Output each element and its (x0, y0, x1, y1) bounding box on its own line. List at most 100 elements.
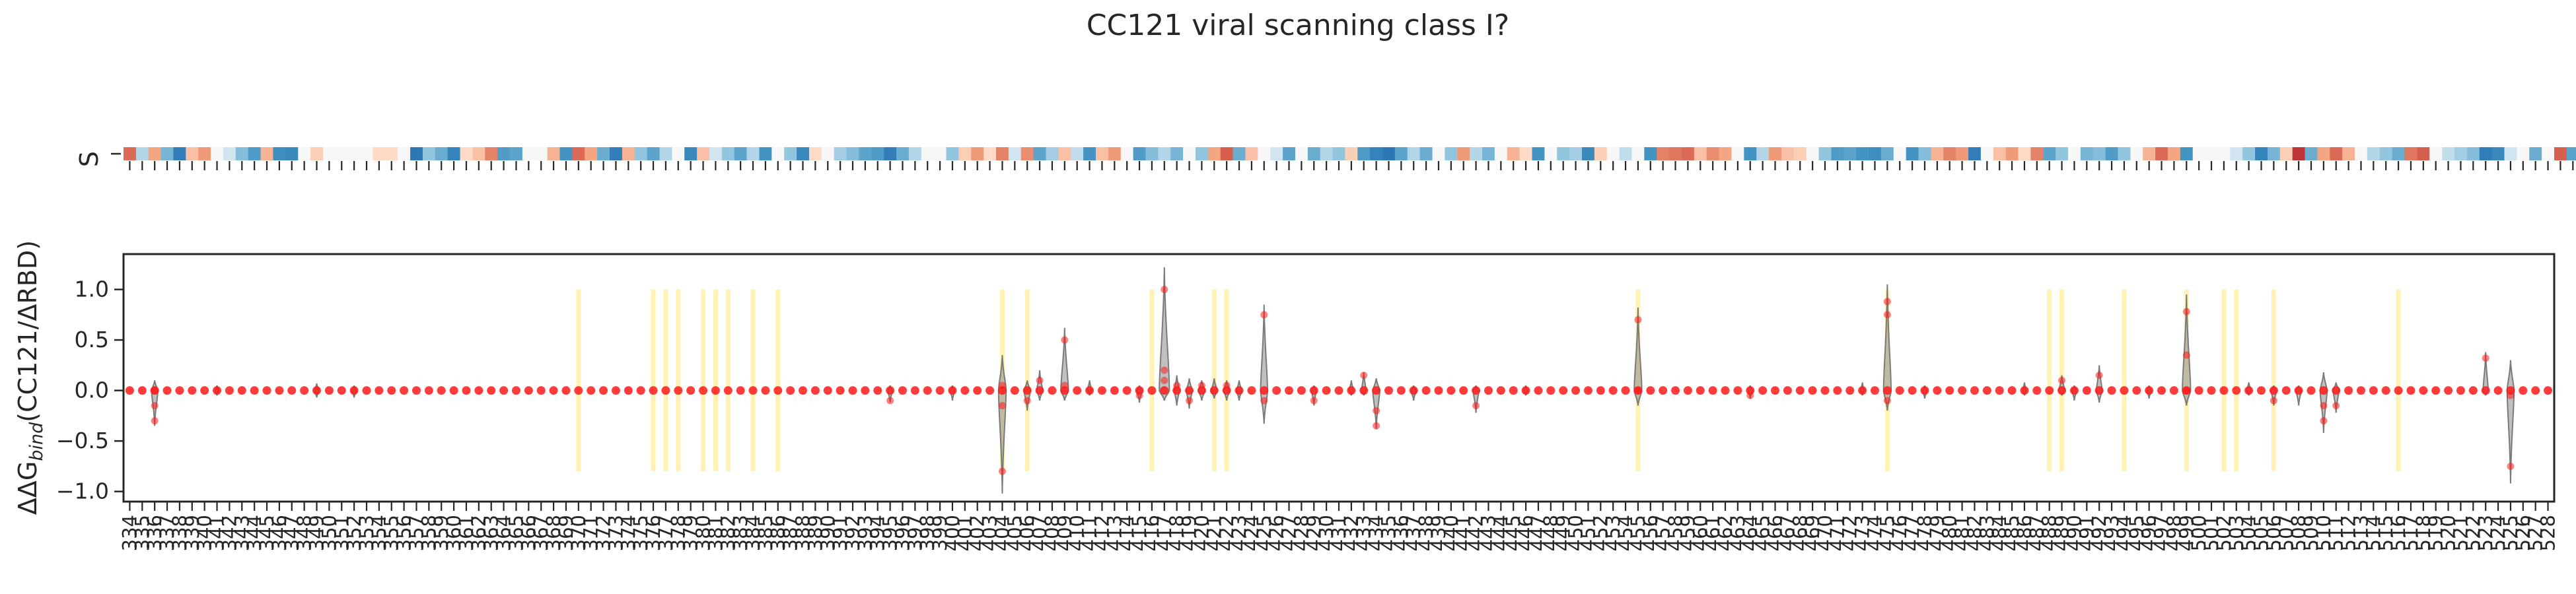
x-tick-label: 368 (542, 515, 565, 551)
data-point-zero (1097, 386, 1106, 395)
heatmap-cell (2143, 147, 2156, 160)
data-point (2320, 402, 2328, 410)
data-point-zero (1933, 386, 1942, 395)
x-tick-label: 341 (206, 515, 229, 551)
heatmap-cell (2429, 147, 2443, 160)
heatmap-cell (2068, 147, 2081, 160)
data-point-zero (424, 386, 433, 395)
x-tick-label: 472 (1839, 515, 1861, 551)
x-tick-label: 486 (2013, 515, 2036, 551)
heatmap-cell (2118, 147, 2131, 160)
x-tick-label: 508 (2287, 515, 2310, 551)
data-point (1161, 286, 1168, 294)
x-tick-label: 434 (1365, 515, 1388, 551)
heatmap-cell (223, 147, 236, 160)
data-point-zero (649, 386, 658, 395)
x-tick-label: 518 (2412, 515, 2435, 551)
data-point-zero (861, 386, 870, 395)
x-tick-label: 467 (1776, 515, 1799, 551)
data-point (1373, 407, 1380, 414)
data-point-zero (2107, 386, 2116, 395)
data-point (151, 402, 159, 410)
heatmap-cell (547, 147, 561, 160)
heatmap-cell (2093, 147, 2106, 160)
violin (1036, 370, 1044, 401)
x-tick-label: 357 (405, 515, 427, 551)
x-tick-label: 484 (1988, 515, 2011, 551)
heatmap-cell (2167, 147, 2181, 160)
data-point-zero (262, 386, 271, 395)
x-tick-label: 440 (1440, 515, 1462, 551)
data-point-zero (1347, 386, 1356, 395)
data-point-zero (810, 386, 820, 395)
heatmap-cell (2504, 147, 2517, 160)
data-point-zero (2481, 386, 2490, 395)
heatmap-cell (1394, 147, 1408, 160)
data-point-zero (1795, 386, 1805, 395)
x-tick-label: 521 (2449, 515, 2472, 551)
x-tick-label: 395 (879, 515, 902, 551)
heatmap-cell (2005, 147, 2019, 160)
x-tick-label: 343 (231, 515, 253, 551)
x-tick-label: 371 (580, 515, 602, 551)
x-tick-label: 457 (1652, 515, 1674, 551)
data-point-zero (611, 386, 620, 395)
data-point (1161, 366, 1168, 374)
data-point-zero (2132, 386, 2141, 395)
x-tick-label: 376 (642, 515, 664, 551)
data-point (1634, 315, 1642, 323)
x-tick-label: 494 (2113, 515, 2135, 551)
data-point-zero (2020, 386, 2029, 395)
x-tick-label: 359 (430, 515, 452, 551)
data-point (1883, 298, 1891, 306)
data-point-zero (711, 386, 720, 395)
highlight-bar (775, 289, 781, 472)
data-point-zero (2219, 386, 2229, 395)
x-tick-label: 451 (1577, 515, 1599, 551)
data-point (1472, 402, 1480, 410)
heatmap-cell (2355, 147, 2368, 160)
x-tick-label: 389 (804, 515, 826, 551)
highlight-bar (576, 289, 581, 472)
heatmap-cell (1432, 147, 1446, 160)
data-point (1036, 376, 1044, 384)
heatmap-cell (1295, 147, 1308, 160)
data-point-zero (1771, 386, 1780, 395)
x-tick-label: 351 (330, 515, 353, 551)
x-tick-label: 342 (218, 515, 240, 551)
heatmap-cell (173, 147, 186, 160)
heatmap-cell (1806, 147, 1820, 160)
heatmap-cell (161, 147, 174, 160)
highlight-bar (651, 289, 656, 472)
x-tick-label: 447 (1527, 515, 1550, 551)
data-point-zero (1621, 386, 1630, 395)
data-point-zero (225, 386, 234, 395)
highlight-bar (725, 289, 731, 472)
x-tick-label: 358 (417, 515, 440, 551)
heatmap-cell (2217, 147, 2231, 160)
data-point-zero (2194, 386, 2203, 395)
data-point (998, 467, 1006, 475)
data-point-zero (1085, 386, 1094, 395)
data-point-zero (1608, 386, 1618, 395)
x-tick-label: 441 (1452, 515, 1475, 551)
x-tick-label: 423 (1228, 515, 1250, 551)
data-point-zero (1534, 386, 1543, 395)
data-point-zero (599, 386, 608, 395)
data-point (1360, 372, 1368, 380)
data-point-zero (1434, 386, 1443, 395)
data-point-zero (910, 386, 919, 395)
data-point-zero (511, 386, 520, 395)
data-point-zero (2069, 386, 2079, 395)
x-tick-label: 390 (816, 515, 839, 551)
x-tick-label: 519 (2425, 515, 2447, 551)
x-tick-label: 418 (1166, 515, 1188, 551)
data-point-zero (1908, 386, 1917, 395)
x-tick-label: 397 (904, 515, 926, 551)
heatmap-cell (808, 147, 822, 160)
data-point-zero (935, 386, 945, 395)
x-tick-label: 525 (2499, 515, 2522, 551)
data-point-zero (1820, 386, 1830, 395)
highlight-bar (2396, 289, 2401, 472)
data-point (2182, 308, 2190, 315)
